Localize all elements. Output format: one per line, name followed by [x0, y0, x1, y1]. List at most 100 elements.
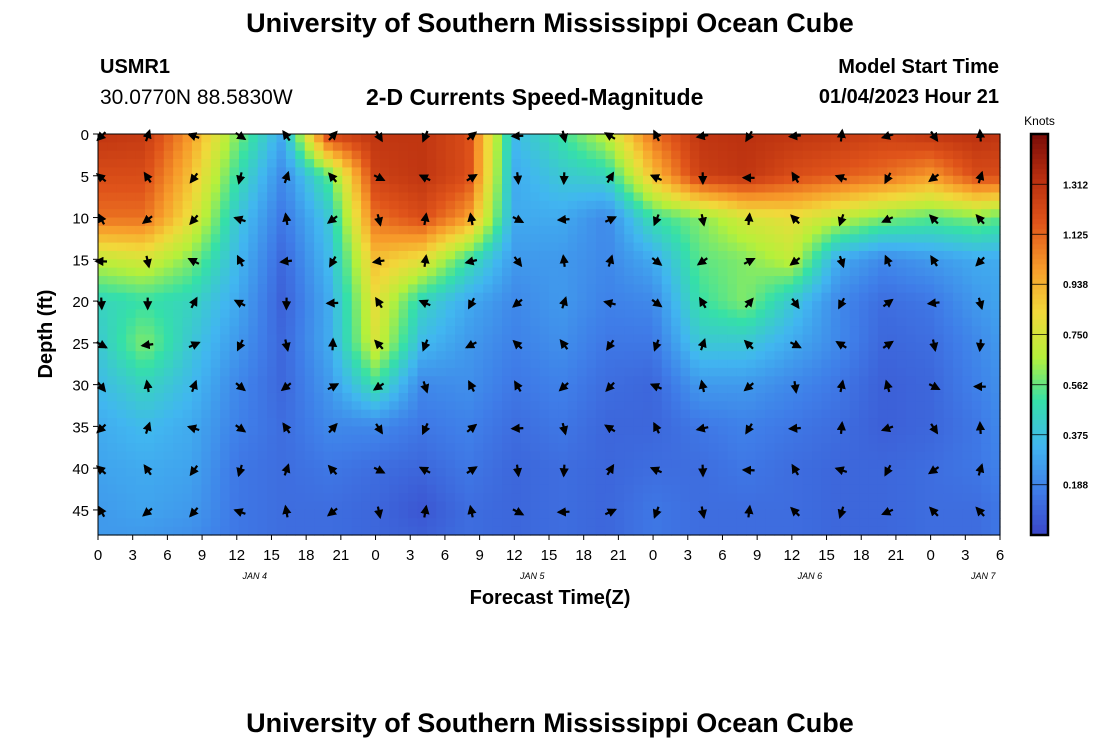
- heat-cell: [642, 217, 653, 227]
- heat-cell: [520, 418, 531, 427]
- heat-cell: [633, 200, 644, 210]
- heat-cell: [953, 242, 964, 252]
- colorbar-cell: [1031, 274, 1048, 280]
- heat-cell: [492, 443, 503, 453]
- heat-cell: [586, 134, 597, 143]
- heat-cell: [483, 159, 494, 169]
- heat-cell: [154, 384, 165, 394]
- heat-cell: [304, 384, 315, 394]
- heat-cell: [248, 309, 259, 319]
- heat-cell: [285, 468, 296, 478]
- heat-cell: [671, 509, 682, 519]
- heat-cell: [934, 468, 945, 478]
- heat-cell: [642, 267, 653, 277]
- heat-cell: [680, 342, 691, 352]
- heat-cell: [201, 284, 212, 294]
- current-arrow: [233, 215, 246, 225]
- heat-cell: [408, 443, 419, 453]
- heat-cell: [464, 192, 475, 202]
- heat-cell: [332, 175, 343, 185]
- heat-cell: [661, 367, 672, 377]
- heat-cell: [229, 192, 240, 202]
- heat-cell: [229, 200, 240, 210]
- heat-cell: [445, 409, 456, 419]
- heat-cell: [539, 359, 550, 369]
- current-arrow: [975, 421, 986, 434]
- heat-cell: [520, 242, 531, 252]
- heat-cell: [708, 234, 719, 244]
- heat-cell: [727, 225, 738, 235]
- heat-cell: [887, 242, 898, 252]
- heat-cell: [746, 167, 757, 177]
- heat-cell: [595, 418, 606, 427]
- heat-cell: [830, 484, 841, 494]
- current-arrow: [143, 464, 153, 476]
- heat-cell: [990, 184, 1001, 194]
- heat-cell: [257, 418, 268, 427]
- current-arrow: [466, 173, 478, 183]
- heat-cell: [727, 234, 738, 244]
- heat-cell: [849, 234, 860, 244]
- heat-cell: [389, 392, 400, 402]
- heat-cell: [276, 451, 287, 461]
- heat-cell: [436, 217, 447, 227]
- heat-cell: [436, 359, 447, 369]
- heat-cell: [295, 401, 306, 411]
- current-arrow: [373, 465, 386, 474]
- heat-cell: [389, 526, 400, 536]
- heat-cell: [417, 418, 428, 427]
- heat-cell: [906, 200, 917, 210]
- heat-cell: [671, 309, 682, 319]
- heat-cell: [379, 175, 390, 185]
- heat-cell: [661, 267, 672, 277]
- heat-cell: [323, 493, 334, 503]
- colorbar-cell: [1031, 429, 1048, 436]
- heat-cell: [877, 509, 888, 519]
- heat-cell: [567, 159, 578, 169]
- heat-cell: [464, 526, 475, 536]
- heat-cell: [915, 426, 926, 436]
- heat-cell: [699, 242, 710, 252]
- heat-cell: [116, 334, 127, 344]
- heat-cell: [549, 276, 559, 285]
- heat-cell: [464, 284, 475, 294]
- current-arrow: [327, 464, 338, 475]
- heat-cell: [361, 317, 372, 327]
- heat-cell: [511, 459, 522, 469]
- heat-cell: [191, 392, 202, 402]
- heat-cell: [248, 484, 259, 494]
- heat-cell: [661, 468, 672, 478]
- heat-cell: [248, 493, 259, 503]
- heat-cell: [962, 401, 973, 411]
- heat-cell: [201, 376, 212, 386]
- heat-cell: [868, 426, 879, 436]
- heat-cell: [370, 326, 381, 336]
- heat-cell: [361, 426, 372, 436]
- heat-cell: [830, 309, 841, 319]
- heat-cell: [915, 159, 926, 169]
- current-arrow: [928, 214, 939, 225]
- heat-cell: [990, 134, 1001, 143]
- heat-cell: [182, 184, 193, 194]
- heat-cell: [173, 493, 184, 503]
- heat-cell: [849, 376, 860, 386]
- current-arrow: [698, 379, 708, 393]
- heat-cell: [426, 384, 437, 394]
- heat-cell: [906, 284, 917, 294]
- heat-cell: [877, 493, 888, 503]
- heat-cell: [549, 501, 559, 511]
- heat-cell: [614, 418, 625, 427]
- heat-cell: [793, 284, 804, 294]
- heat-cell: [821, 392, 832, 402]
- heat-cell: [981, 284, 992, 294]
- heat-cell: [520, 209, 531, 219]
- x-tick-label: 9: [475, 547, 483, 564]
- current-arrow: [975, 297, 985, 311]
- heat-cell: [793, 159, 804, 169]
- heat-cell: [445, 392, 456, 402]
- heat-cell: [962, 309, 973, 319]
- colorbar-cell: [1031, 324, 1048, 331]
- heat-cell: [389, 367, 400, 377]
- heat-cell: [877, 451, 888, 461]
- heat-cell: [915, 234, 926, 244]
